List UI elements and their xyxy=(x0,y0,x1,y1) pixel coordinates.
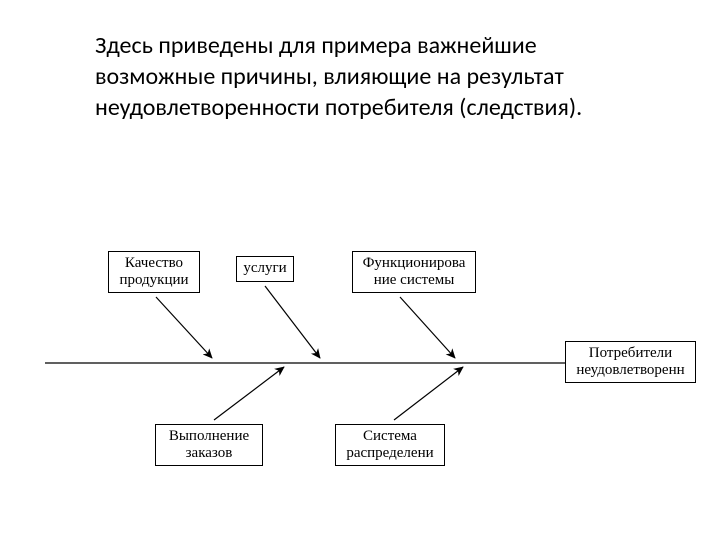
intro-paragraph: Здесь приведены для примера важнейшие во… xyxy=(95,30,605,124)
node-quality: Качество продукции xyxy=(108,251,200,293)
node-outcome: Потребители неудовлетворенн xyxy=(565,341,696,383)
node-distrib: Система распределени xyxy=(335,424,445,466)
node-func: Функционирова ние системы xyxy=(352,251,476,293)
arrow-services xyxy=(265,286,320,358)
node-orders: Выполнение заказов xyxy=(155,424,263,466)
arrow-distrib xyxy=(394,367,463,420)
arrow-orders xyxy=(214,367,284,420)
node-services: услуги xyxy=(236,256,294,282)
arrow-quality xyxy=(156,297,212,358)
arrow-func xyxy=(400,297,455,358)
